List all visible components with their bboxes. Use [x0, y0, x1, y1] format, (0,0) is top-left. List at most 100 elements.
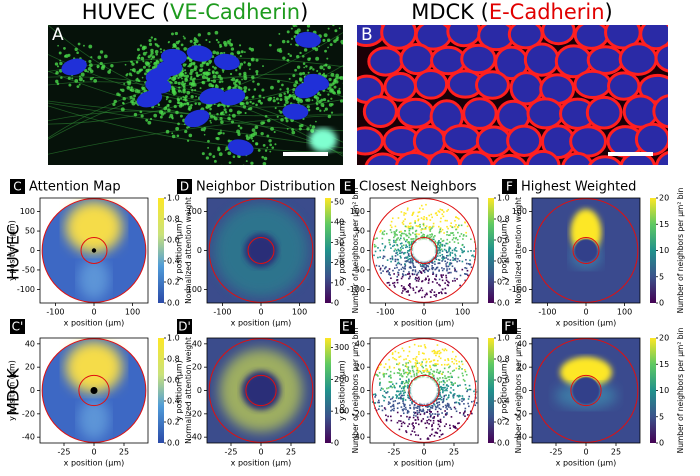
dot [398, 362, 401, 364]
colorbar-tick-label: 0.2 [167, 418, 180, 427]
dot [435, 399, 438, 402]
dot [423, 269, 426, 272]
dot [400, 248, 403, 251]
dot [426, 218, 428, 221]
dot [416, 362, 419, 364]
dot [443, 367, 446, 370]
dot [400, 256, 402, 259]
dot [438, 386, 441, 389]
dot [383, 375, 385, 378]
speckle [285, 119, 289, 123]
dot [454, 408, 457, 410]
dot [451, 249, 454, 252]
speckle [113, 99, 117, 104]
dot [406, 209, 409, 211]
dot [375, 394, 377, 397]
dot [400, 211, 403, 213]
dot [452, 234, 455, 236]
dot [447, 254, 449, 257]
speckle [144, 72, 147, 76]
dot [458, 218, 460, 220]
dot [405, 244, 407, 247]
speckle [118, 93, 121, 97]
dot [396, 258, 399, 261]
dot [423, 234, 425, 236]
dot [429, 406, 432, 409]
dot [371, 401, 374, 403]
speckle [182, 95, 185, 98]
dot [439, 241, 442, 244]
dot [391, 397, 394, 400]
dot [454, 427, 457, 429]
colorbar-tick-label: 0.6 [167, 236, 180, 245]
dot [438, 292, 440, 294]
dot [437, 246, 439, 249]
ring [208, 338, 314, 443]
dot [374, 245, 377, 248]
speckle [145, 118, 149, 122]
dot [404, 385, 407, 388]
dot [458, 402, 461, 405]
dot [447, 396, 450, 398]
dot [446, 284, 449, 286]
dot [436, 369, 439, 371]
dot [443, 248, 446, 251]
speckle [120, 107, 125, 112]
dot [408, 250, 411, 252]
dot [442, 379, 445, 382]
cell [413, 68, 449, 100]
speckle [227, 139, 231, 143]
colorbar-tick-label: 1.0 [167, 334, 180, 343]
ring [533, 338, 639, 443]
colorbar-tick-label: 0.2 [497, 418, 510, 427]
dot [441, 253, 444, 256]
dot [408, 346, 411, 348]
dot [439, 246, 441, 249]
speckle [227, 151, 232, 156]
speckle [236, 50, 241, 55]
dot [431, 425, 433, 428]
dot [434, 413, 436, 415]
speckle [139, 44, 143, 47]
dot [401, 251, 403, 254]
dot [442, 215, 445, 218]
cell [357, 126, 384, 156]
dot [407, 355, 409, 357]
speckle [316, 106, 320, 111]
dot [433, 399, 436, 402]
dot [407, 225, 410, 228]
nucleus [219, 88, 246, 106]
dot [451, 226, 454, 229]
speckle [96, 66, 99, 69]
dot [385, 418, 388, 421]
speckle [327, 46, 329, 49]
dot [421, 235, 423, 237]
dot [417, 280, 420, 282]
dot [402, 409, 404, 412]
x-axis-label: x position (μm) [394, 319, 455, 328]
ring [371, 198, 477, 303]
dot [435, 295, 437, 298]
x-tick-label: 0 [258, 448, 263, 457]
speckle [335, 73, 340, 78]
panel-letter: E' [342, 320, 353, 334]
dot [404, 225, 407, 228]
title-part: MDCK ( [411, 0, 489, 24]
dot [403, 238, 406, 241]
dot [413, 400, 416, 402]
dot [376, 237, 378, 240]
speckle [205, 38, 208, 42]
dot [390, 377, 392, 379]
dot [451, 265, 454, 268]
speckle [339, 99, 343, 103]
dot [426, 419, 428, 422]
dot [412, 287, 414, 290]
dot [455, 355, 457, 358]
speckle [78, 83, 81, 86]
title-part: VE-Cadherin [170, 0, 300, 24]
dot [462, 397, 464, 400]
dot [447, 359, 450, 362]
dot [436, 377, 439, 380]
dot [390, 381, 393, 383]
dot [435, 371, 438, 373]
